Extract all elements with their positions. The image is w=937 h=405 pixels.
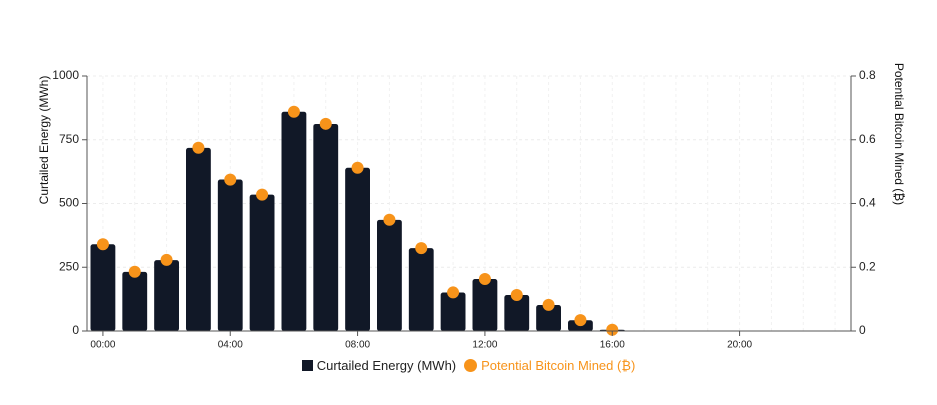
bar — [122, 271, 148, 331]
bitcoin-point — [287, 105, 300, 118]
bitcoin-point — [574, 314, 587, 327]
dot-series — [96, 105, 619, 336]
bar — [377, 219, 402, 331]
bar-series — [90, 111, 625, 331]
bar — [186, 147, 211, 331]
legend: Curtailed Energy (MWh) Potential Bitcoin… — [0, 358, 937, 373]
bitcoin-point — [160, 253, 173, 266]
x-tick-label: 16:00 — [600, 340, 625, 351]
legend-bar-swatch — [301, 360, 313, 371]
bitcoin-point — [383, 213, 396, 226]
bar — [154, 260, 179, 331]
y-tick-label: 750 — [59, 132, 79, 146]
y-tick-label: 500 — [59, 196, 79, 210]
bar — [217, 179, 243, 331]
legend-item-bitcoin[interactable]: Potential Bitcoin Mined (₿) — [464, 358, 635, 373]
x-tick-label: 12:00 — [472, 340, 497, 351]
y2-tick-label: 0 — [859, 323, 866, 337]
legend-dot-swatch — [464, 359, 478, 372]
bar — [504, 295, 530, 331]
bitcoin-point — [510, 288, 523, 301]
bar — [536, 304, 561, 331]
bitcoin-point — [128, 265, 141, 278]
y2-axis-label: Potential Bitcoin Mined (₿) — [892, 63, 906, 205]
bar — [345, 167, 370, 331]
bitcoin-point — [606, 323, 619, 336]
y-tick-label: 0 — [72, 323, 79, 337]
legend-energy-label: Curtailed Energy (MWh) — [316, 358, 457, 373]
bar — [472, 278, 498, 331]
bitcoin-point — [96, 238, 109, 251]
axes: 0 250 500 750 1000 0 0.2 0.4 0.6 0.8 00:00 04:00 08:… — [52, 68, 876, 350]
y2-tick-label: 0.8 — [859, 68, 876, 82]
bitcoin-point — [415, 242, 428, 255]
bar — [313, 123, 339, 331]
y2-tick-label: 0.4 — [859, 196, 876, 210]
y2-tick-label: 0.2 — [859, 259, 876, 273]
bar — [440, 292, 466, 331]
x-tick-label: 20:00 — [727, 340, 752, 351]
legend-bitcoin-label: Potential Bitcoin Mined (₿) — [481, 358, 636, 373]
y2-tick-label: 0.6 — [859, 132, 876, 146]
x-tick-label: 00:00 — [90, 340, 115, 351]
x-tick-label: 08:00 — [345, 340, 370, 351]
bitcoin-point — [447, 286, 460, 299]
bitcoin-point — [319, 117, 332, 130]
bar — [281, 111, 307, 331]
x-tick-label: 04:00 — [218, 340, 243, 351]
bitcoin-point — [478, 273, 491, 286]
bitcoin-point — [351, 161, 364, 174]
bar — [249, 194, 275, 331]
legend-item-energy[interactable]: Curtailed Energy (MWh) — [301, 358, 457, 373]
y-tick-label: 1000 — [52, 68, 79, 82]
y-axis-label: Curtailed Energy (MWh) — [37, 76, 51, 205]
bitcoin-point — [224, 173, 237, 186]
bitcoin-point — [542, 298, 555, 311]
bitcoin-point — [192, 141, 205, 154]
bar — [408, 248, 434, 331]
bitcoin-point — [256, 188, 269, 201]
bar — [90, 244, 116, 331]
y-tick-label: 250 — [59, 259, 79, 273]
